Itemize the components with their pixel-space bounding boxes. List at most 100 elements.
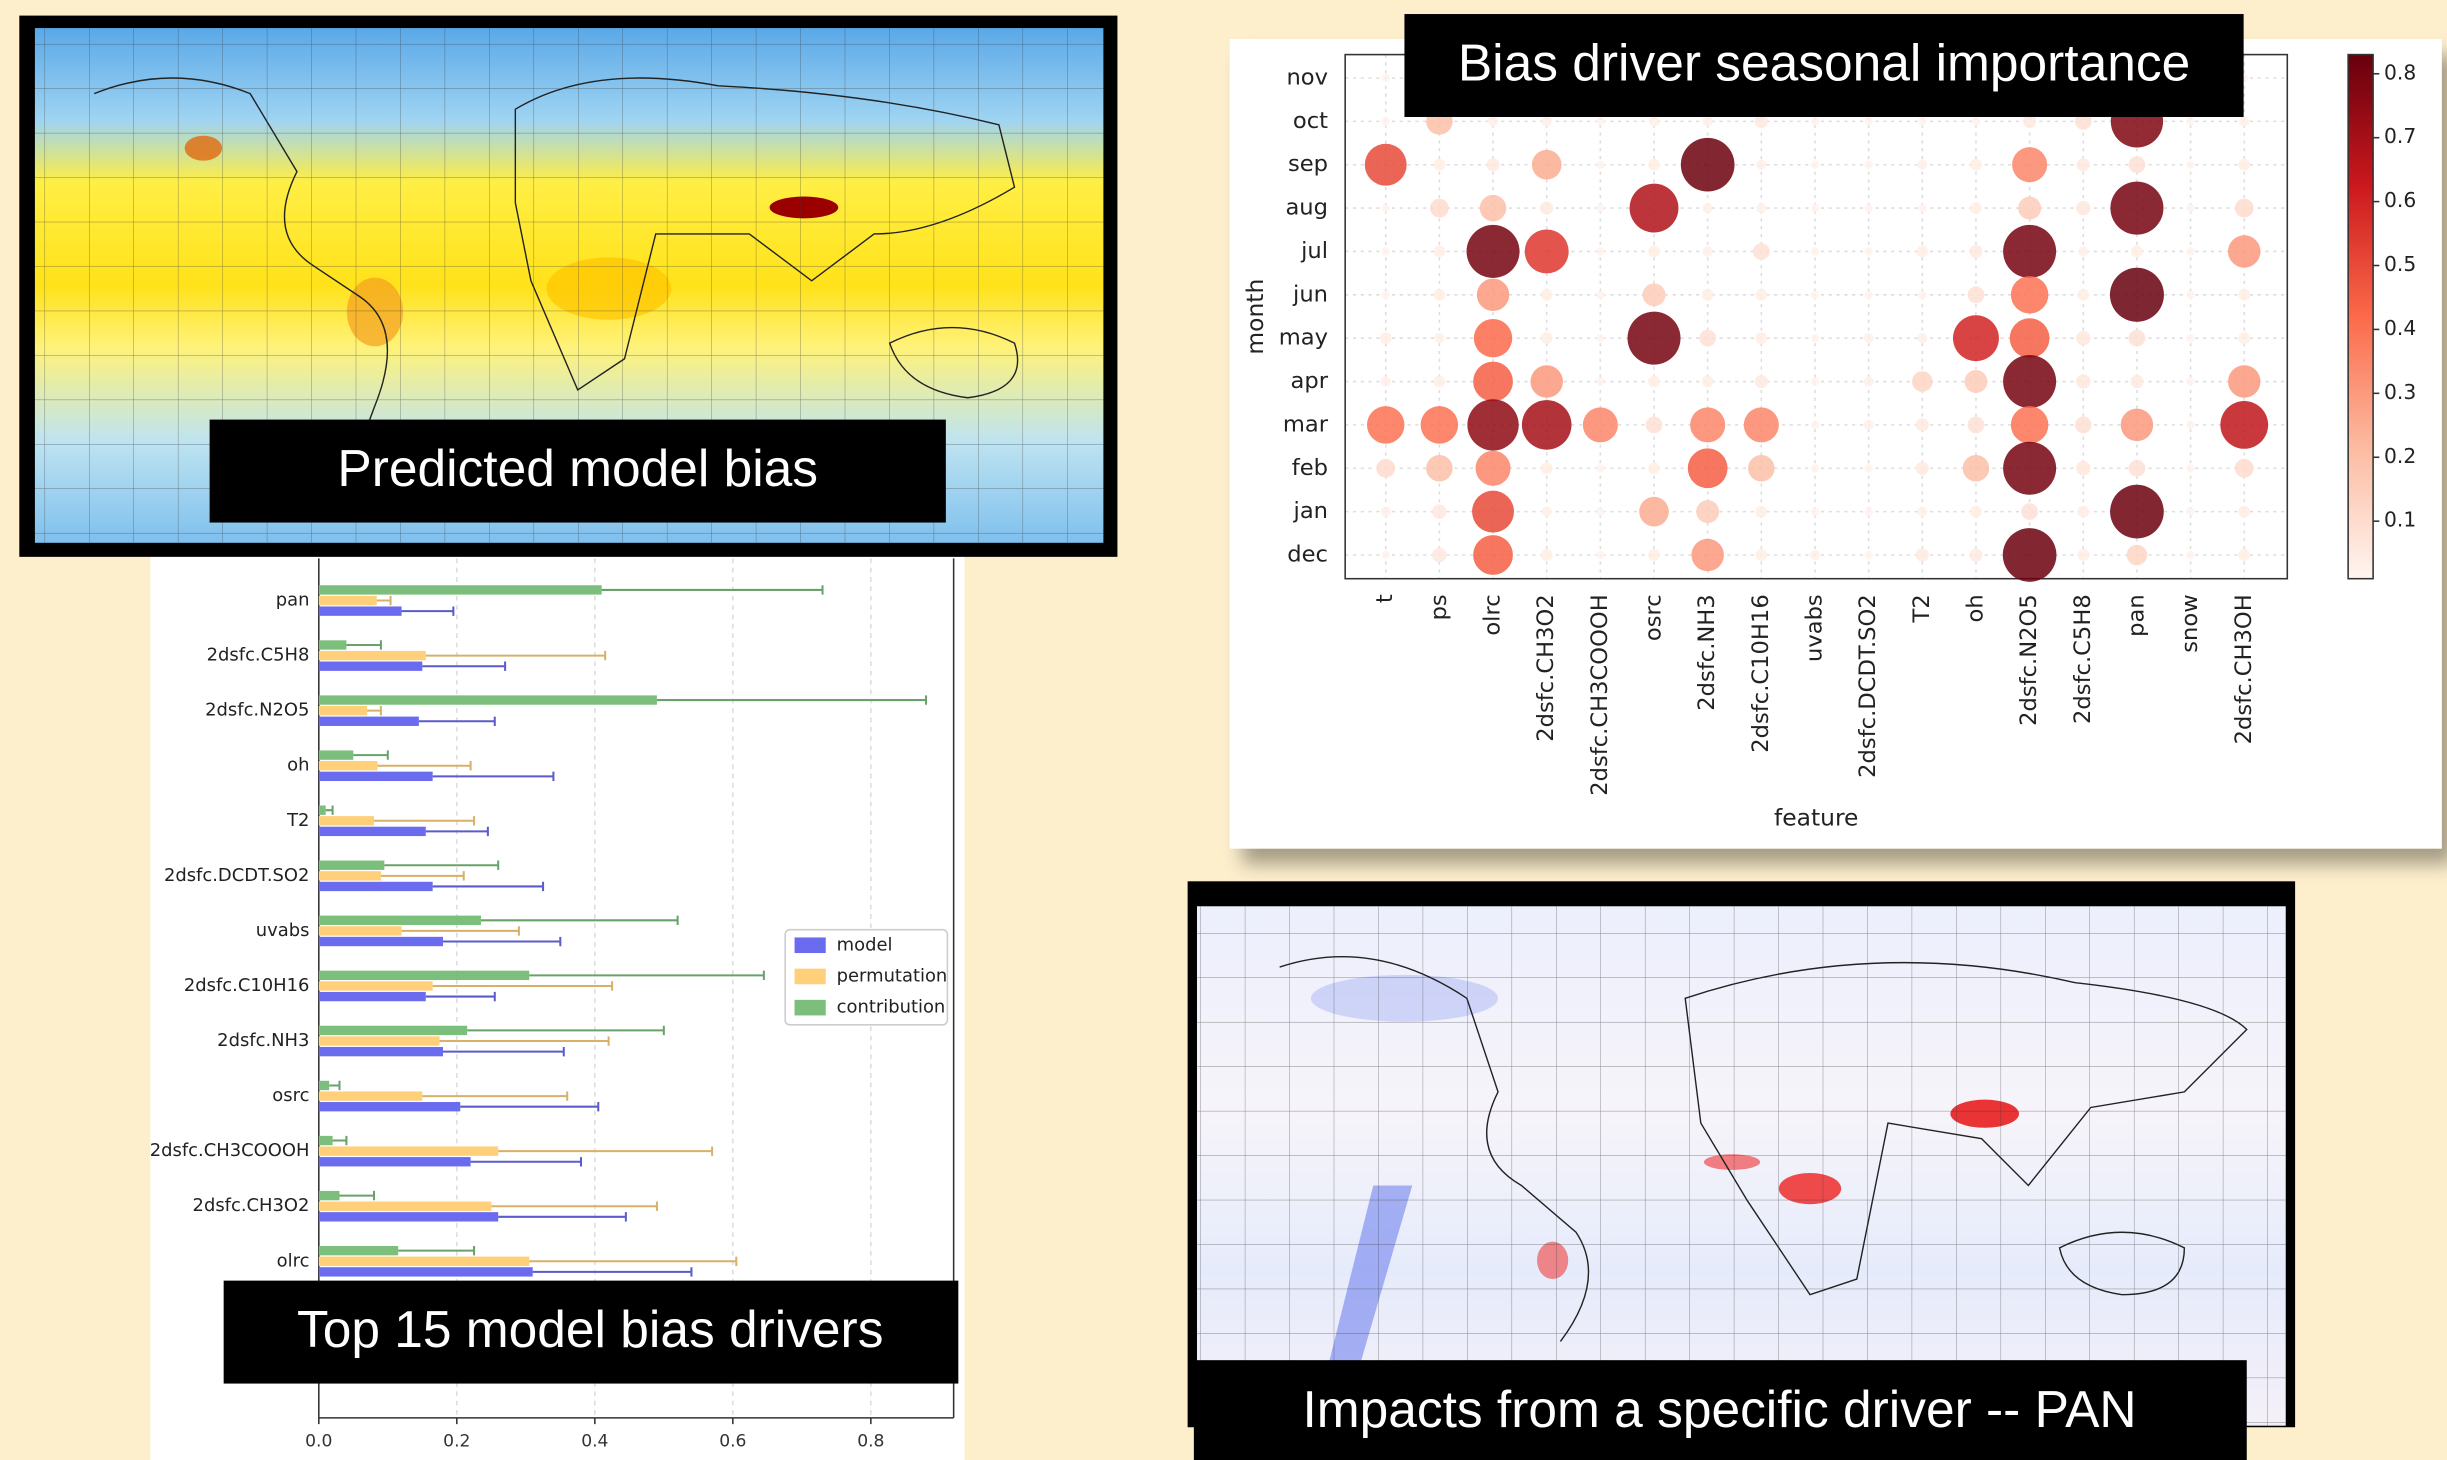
bubble	[1473, 535, 1513, 575]
bubble	[1702, 376, 1714, 388]
bubble	[1811, 161, 1819, 169]
bubble	[2011, 406, 2048, 443]
bubble	[1864, 551, 1872, 559]
x-tick-label: 2dsfc.C10H16	[1748, 594, 1774, 752]
bar	[319, 585, 602, 594]
bubble	[1365, 144, 1407, 186]
bubble	[1486, 158, 1499, 171]
bubble	[1969, 245, 1982, 258]
y-tick-label: osrc	[272, 1085, 309, 1106]
bubble	[1970, 202, 1982, 214]
bubble	[1488, 116, 1498, 126]
bubble	[1811, 421, 1819, 429]
bubble	[2220, 401, 2268, 449]
bubble	[2186, 507, 2194, 515]
y-tick-label: 2dsfc.CH3O2	[193, 1195, 310, 1216]
bubble	[1811, 377, 1819, 385]
bar	[319, 772, 433, 781]
bubble	[2110, 485, 2164, 539]
x-tick-label: 2dsfc.N2O5	[2016, 594, 2042, 726]
y-axis-label: month	[1241, 279, 1269, 355]
bubble	[1628, 312, 1681, 365]
x-tick-label: t	[1372, 594, 1398, 603]
bubble	[1596, 334, 1604, 342]
bubble	[1596, 204, 1604, 212]
bar	[319, 1047, 443, 1056]
bubble	[1756, 160, 1766, 170]
bubble	[2129, 156, 2146, 173]
x-tick-label: 2dsfc.NH3	[1694, 594, 1720, 710]
y-tick-label: may	[1279, 325, 1328, 351]
bubble	[1810, 550, 1820, 560]
bubble	[1864, 333, 1874, 343]
bubble	[1596, 117, 1604, 125]
bubble	[1811, 117, 1819, 125]
colorbar-tick-label: 0.5	[2384, 252, 2416, 276]
bubble	[1864, 204, 1872, 212]
bubble	[2228, 365, 2260, 397]
bubble	[1703, 246, 1713, 256]
bubble	[1649, 116, 1659, 126]
bubble	[2129, 330, 2146, 347]
bubble	[1433, 246, 1445, 258]
y-tick-label: 2dsfc.C5H8	[207, 645, 310, 666]
bubble	[1755, 506, 1767, 518]
bar	[319, 706, 367, 715]
colorbar-tick-label: 0.7	[2384, 124, 2416, 148]
bubble	[2018, 197, 2041, 220]
bar	[319, 1267, 533, 1276]
y-tick-label: nov	[1286, 64, 1328, 90]
y-tick-label: T2	[286, 810, 309, 831]
legend-swatch	[795, 969, 826, 985]
x-tick-label: osrc	[1641, 594, 1667, 641]
y-tick-label: 2dsfc.N2O5	[205, 700, 309, 721]
bubble	[1755, 549, 1767, 561]
bubble	[1432, 504, 1447, 519]
bubble	[2186, 161, 2194, 169]
bubble	[1864, 291, 1872, 299]
bubble	[1596, 291, 1604, 299]
y-tick-label: jan	[1293, 498, 1328, 524]
legend-swatch	[795, 937, 826, 953]
bubble	[1467, 399, 1518, 450]
bubble	[1864, 464, 1872, 472]
bubble	[1596, 551, 1604, 559]
bar	[319, 816, 374, 825]
x-axis-label: feature	[1774, 803, 1858, 831]
bar	[319, 1146, 498, 1155]
bubble	[1917, 506, 1927, 516]
bubble	[1699, 330, 1716, 347]
bubble	[1381, 376, 1391, 386]
y-tick-label: pan	[276, 590, 310, 611]
bubble	[1648, 549, 1660, 561]
bubble	[1691, 539, 1723, 571]
bubble	[1542, 506, 1552, 516]
bubble	[2110, 268, 2164, 322]
x-tick-label: 2dsfc.CH3COOOH	[1587, 594, 1613, 795]
bar	[319, 861, 385, 870]
bar	[319, 916, 481, 925]
bar	[319, 651, 426, 660]
bubble	[1648, 159, 1660, 171]
bubble	[1380, 332, 1392, 344]
bubble	[2127, 545, 2148, 566]
bubble	[1480, 195, 1507, 222]
bubble	[1968, 417, 1985, 434]
y-tick-label: 2dsfc.DCDT.SO2	[164, 865, 310, 886]
bar	[319, 662, 423, 671]
y-tick-label: 2dsfc.C10H16	[184, 975, 310, 996]
colorbar-tick-label: 0.8	[2384, 60, 2416, 84]
bar	[319, 640, 347, 649]
y-tick-label: sep	[1288, 151, 1328, 177]
bubble	[2012, 147, 2047, 182]
bubble	[1811, 247, 1819, 255]
bubble	[1367, 406, 1404, 443]
bubble	[1918, 117, 1926, 125]
bubble	[1970, 506, 1982, 518]
bubble	[1433, 376, 1445, 388]
bubble	[2186, 334, 2194, 342]
bubble	[1433, 159, 1445, 171]
x-tick-label: 0.4	[581, 1431, 608, 1451]
bubble	[1541, 462, 1553, 474]
y-tick-label: mar	[1283, 411, 1329, 437]
